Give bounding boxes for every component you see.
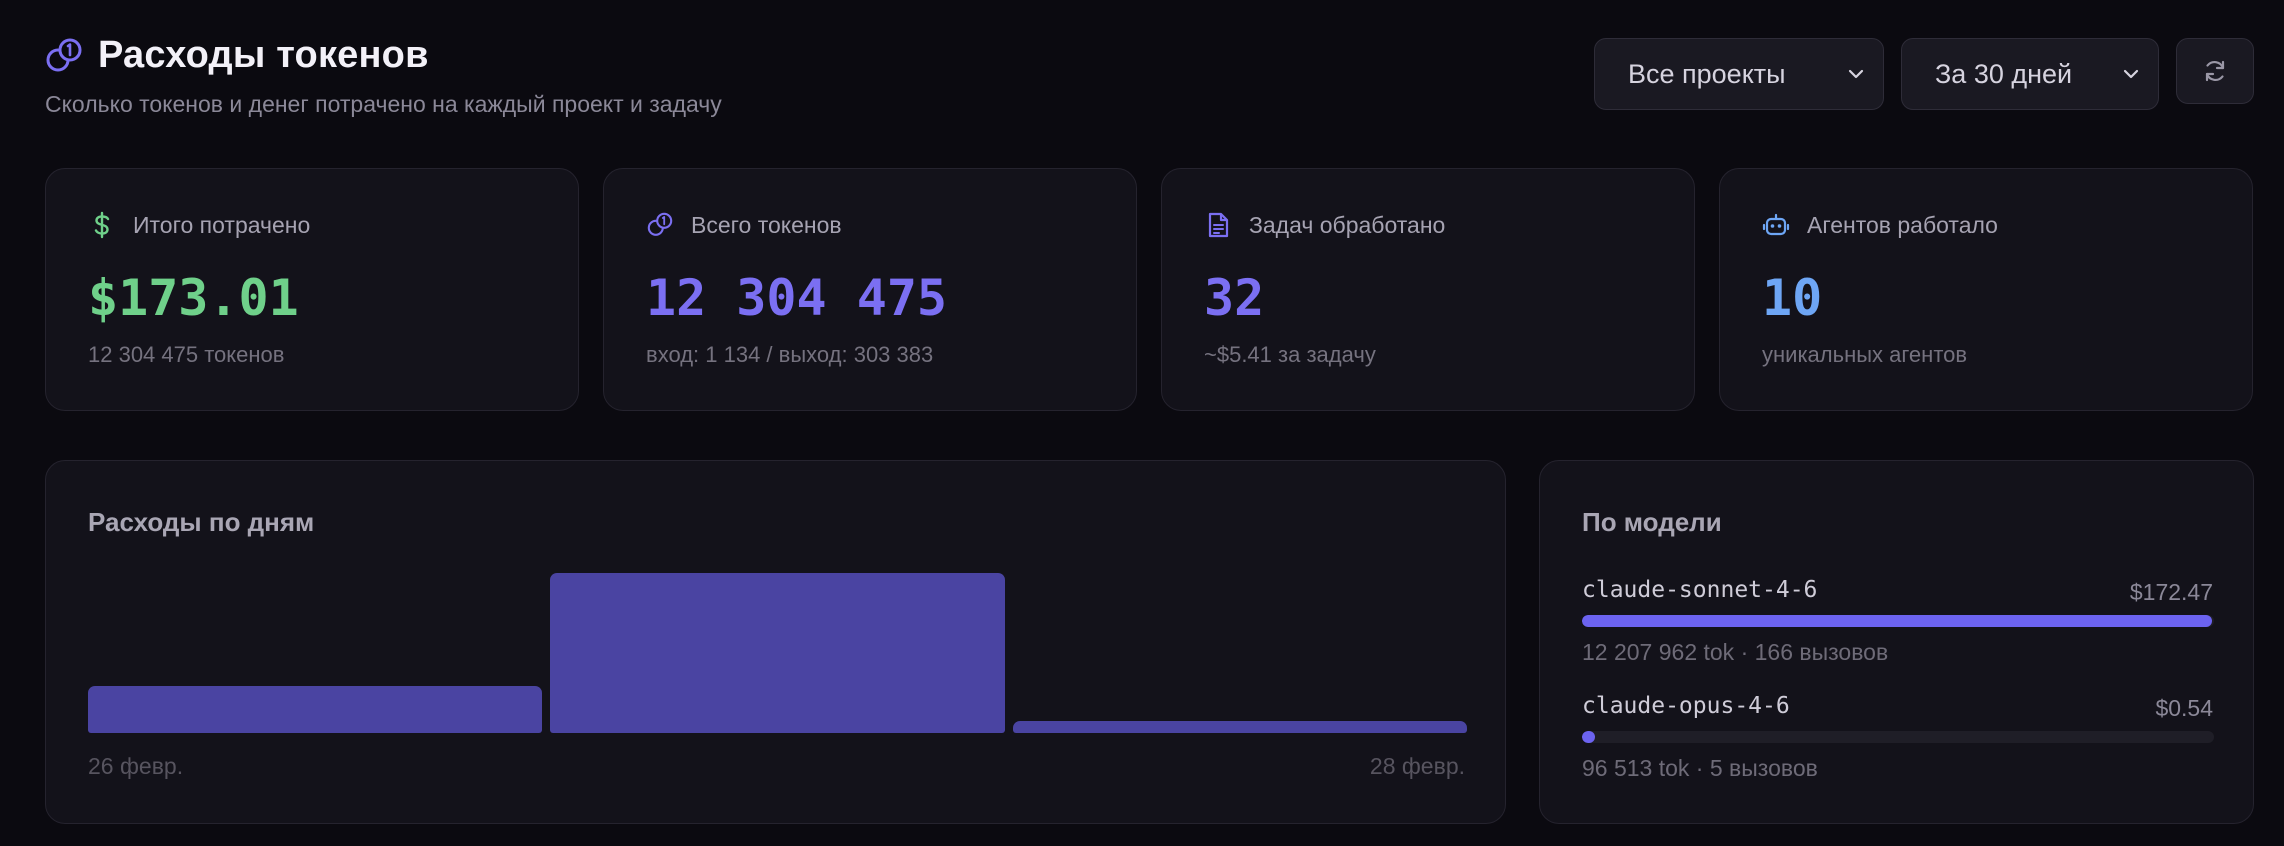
daily-bar xyxy=(1012,721,1467,733)
bot-icon xyxy=(1762,213,1790,236)
stat-value: $173.01 xyxy=(88,269,299,327)
page-title: Расходы токенов xyxy=(98,34,429,76)
dollar-icon xyxy=(94,211,110,239)
chevron-down-icon xyxy=(1848,69,1864,79)
page-subtitle: Сколько токенов и денег потрачено на каж… xyxy=(45,91,722,117)
model-stats: 96 513 tok · 5 вызовов xyxy=(1582,755,1818,781)
document-icon xyxy=(1208,212,1229,238)
stat-value: 12 304 475 xyxy=(646,269,948,327)
project-select-value: Все проекты xyxy=(1628,58,1786,89)
stat-subtext: ~$5.41 за задачу xyxy=(1204,342,1376,367)
model-usage-fill xyxy=(1582,615,2213,627)
x-axis-start-label: 26 февр. xyxy=(88,753,184,779)
period-select[interactable]: За 30 дней xyxy=(1901,38,2159,110)
coins-icon xyxy=(46,38,82,71)
stat-value: 10 xyxy=(1762,269,1823,327)
model-usage-bar xyxy=(1582,615,2214,627)
panel-title: Расходы по дням xyxy=(88,507,315,537)
coins-icon xyxy=(647,212,673,236)
project-select[interactable]: Все проекты xyxy=(1594,38,1884,110)
stat-label: Всего токенов xyxy=(691,211,842,238)
stat-subtext: вход: 1 134 / выход: 303 383 xyxy=(646,342,934,367)
model-cost: $172.47 xyxy=(2129,579,2213,605)
model-usage-bar xyxy=(1582,731,2214,743)
chevron-down-icon xyxy=(2123,69,2139,79)
model-name: claude-opus-4-6 xyxy=(1582,693,1790,719)
stat-label: Агентов работало xyxy=(1807,211,1998,238)
period-select-value: За 30 дней xyxy=(1935,58,2073,89)
stat-label: Задач обработано xyxy=(1249,211,1446,238)
stat-card-total-spent: Итого потрачено $173.01 12 304 475 токен… xyxy=(45,168,579,411)
stat-subtext: 12 304 475 токенов xyxy=(88,342,285,367)
page-header: Расходы токенов xyxy=(44,34,429,77)
x-axis-end-label: 28 февр. xyxy=(1369,753,1465,779)
by-model-panel: По модели claude-sonnet-4-6 $172.47 12 2… xyxy=(1539,460,2254,824)
daily-bar xyxy=(88,686,543,733)
daily-spend-panel: Расходы по дням 26 февр. 28 февр. xyxy=(45,460,1506,824)
model-cost: $0.54 xyxy=(2155,695,2213,721)
refresh-icon xyxy=(2205,60,2225,82)
refresh-button[interactable] xyxy=(2176,38,2254,104)
stat-subtext: уникальных агентов xyxy=(1762,342,1968,367)
stat-label: Итого потрачено xyxy=(133,211,311,238)
stat-card-tasks-processed: Задач обработано 32 ~$5.41 за задачу xyxy=(1161,168,1695,411)
stat-card-agents: Агентов работало 10 уникальных агентов xyxy=(1719,168,2253,411)
model-usage-fill xyxy=(1582,731,1595,743)
panel-title: По модели xyxy=(1582,507,1722,537)
daily-bar xyxy=(550,573,1005,733)
stat-value: 32 xyxy=(1204,269,1265,327)
model-stats: 12 207 962 tok · 166 вызовов xyxy=(1582,639,1889,665)
stat-card-total-tokens: Всего токенов 12 304 475 вход: 1 134 / в… xyxy=(603,168,1137,411)
model-name: claude-sonnet-4-6 xyxy=(1582,577,1818,603)
